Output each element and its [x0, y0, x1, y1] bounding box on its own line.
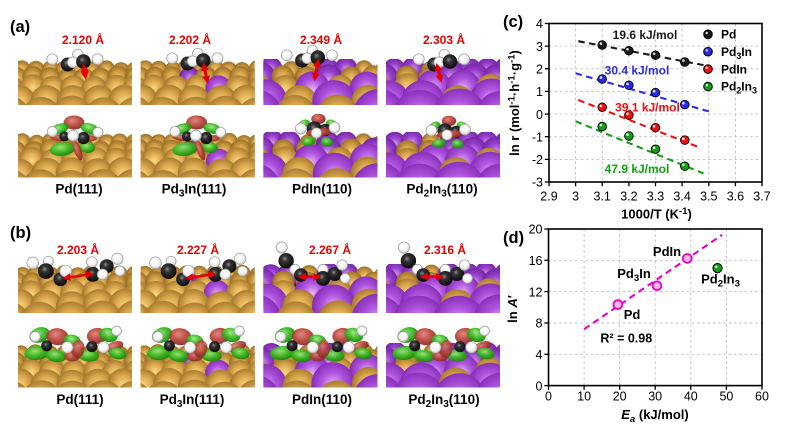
- svg-text:10: 10: [577, 390, 591, 404]
- svg-text:4: 4: [536, 348, 543, 362]
- svg-text:-2: -2: [532, 153, 543, 167]
- svg-text:3.6: 3.6: [727, 190, 744, 204]
- svg-text:30: 30: [648, 390, 662, 404]
- svg-text:0: 0: [536, 379, 543, 393]
- svg-text:3.4: 3.4: [673, 190, 690, 204]
- svg-text:1: 1: [536, 85, 543, 99]
- svg-text:2.316 Å: 2.316 Å: [424, 242, 466, 257]
- svg-text:3.3: 3.3: [647, 190, 664, 204]
- svg-text:3: 3: [572, 190, 579, 204]
- svg-text:20: 20: [613, 390, 627, 404]
- svg-text:2: 2: [536, 63, 543, 77]
- svg-text:PdIn(110): PdIn(110): [292, 392, 352, 407]
- svg-text:2.9: 2.9: [540, 190, 557, 204]
- svg-text:60: 60: [755, 390, 769, 404]
- svg-text:2.203 Å: 2.203 Å: [57, 242, 99, 257]
- svg-text:(d): (d): [503, 229, 524, 247]
- svg-text:2.202 Å: 2.202 Å: [169, 32, 211, 47]
- svg-text:2.349 Å: 2.349 Å: [300, 32, 342, 47]
- svg-text:16: 16: [529, 254, 543, 268]
- svg-text:8: 8: [536, 317, 543, 331]
- svg-text:(c): (c): [503, 13, 523, 31]
- svg-text:-1: -1: [532, 130, 543, 144]
- svg-text:50: 50: [719, 390, 733, 404]
- svg-text:(a): (a): [10, 18, 30, 36]
- svg-text:3.5: 3.5: [700, 190, 717, 204]
- svg-text:Pd: Pd: [624, 307, 641, 322]
- svg-text:(b): (b): [10, 224, 31, 242]
- svg-text:19.6 kJ/mol: 19.6 kJ/mol: [613, 28, 678, 42]
- svg-text:0: 0: [545, 390, 552, 404]
- svg-text:30.4 kJ/mol: 30.4 kJ/mol: [605, 64, 670, 78]
- svg-text:Pd(111): Pd(111): [56, 392, 103, 407]
- svg-text:3.2: 3.2: [620, 190, 637, 204]
- svg-text:3.7: 3.7: [753, 190, 770, 204]
- svg-text:40: 40: [684, 390, 698, 404]
- svg-text:R² = 0.98: R² = 0.98: [600, 331, 652, 345]
- svg-text:4: 4: [536, 17, 543, 31]
- svg-text:PdIn: PdIn: [721, 62, 747, 76]
- svg-text:3: 3: [536, 40, 543, 54]
- svg-text:2.303 Å: 2.303 Å: [423, 32, 465, 47]
- svg-text:0: 0: [536, 108, 543, 122]
- svg-text:2.227 Å: 2.227 Å: [177, 242, 219, 257]
- svg-text:2.120 Å: 2.120 Å: [62, 32, 104, 47]
- svg-text:12: 12: [529, 285, 543, 299]
- svg-text:-3: -3: [532, 176, 543, 190]
- svg-text:2.267 Å: 2.267 Å: [309, 242, 351, 257]
- svg-text:Pd: Pd: [721, 28, 736, 42]
- svg-text:PdIn(110): PdIn(110): [292, 182, 352, 197]
- svg-text:39.1 kJ/mol: 39.1 kJ/mol: [615, 100, 680, 114]
- svg-text:20: 20: [529, 223, 543, 237]
- svg-text:Pd(111): Pd(111): [55, 182, 102, 197]
- svg-text:ln A′: ln A′: [505, 295, 520, 323]
- svg-text:3.1: 3.1: [594, 190, 611, 204]
- svg-text:47.9 kJ/mol: 47.9 kJ/mol: [605, 162, 670, 176]
- svg-text:PdIn: PdIn: [653, 244, 681, 259]
